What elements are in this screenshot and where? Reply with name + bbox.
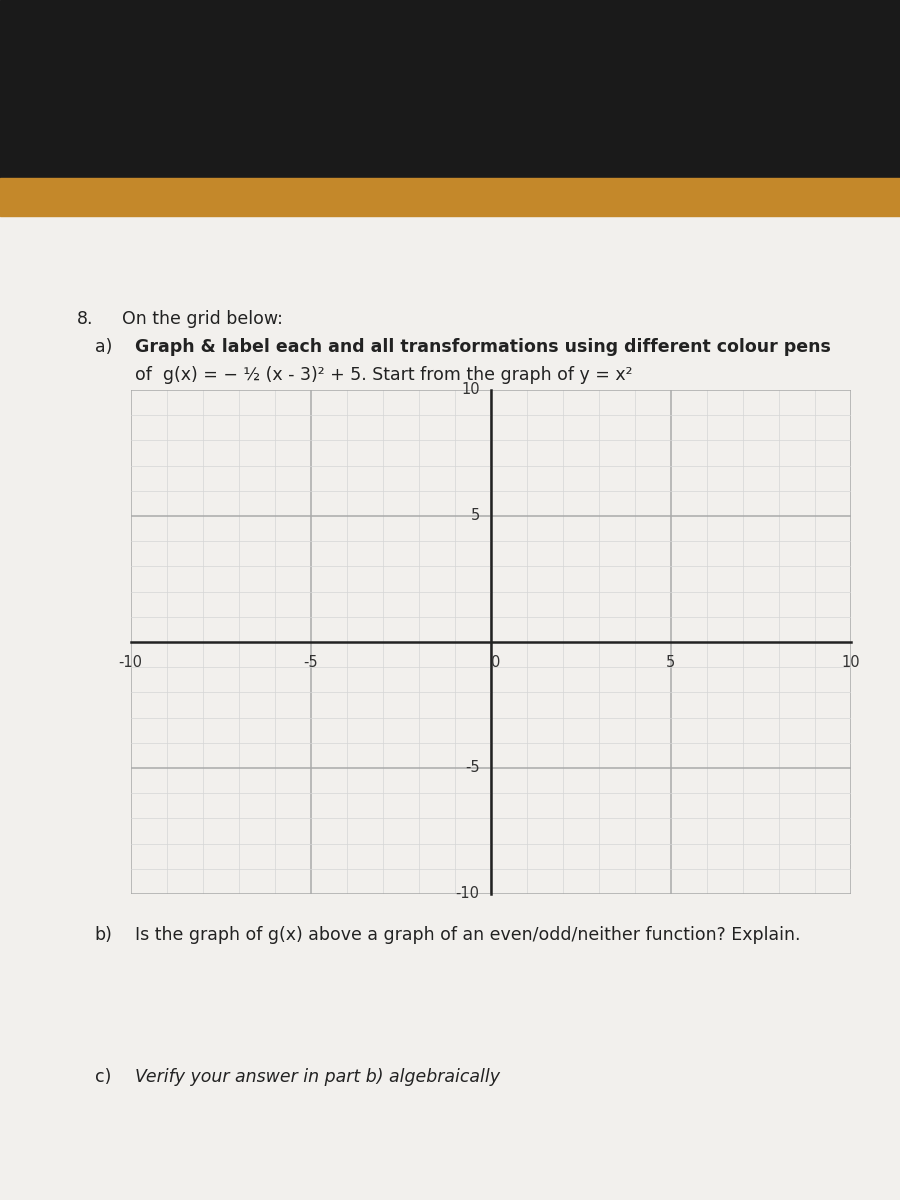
Text: b): b) [94,926,112,944]
Text: a): a) [94,338,112,356]
Text: 0: 0 [491,655,500,670]
Text: 5: 5 [666,655,675,670]
Text: 8.: 8. [76,310,93,328]
Text: c): c) [94,1068,111,1086]
Text: Graph & label each and all transformations using different colour pens: Graph & label each and all transformatio… [135,338,831,356]
Text: -5: -5 [303,655,318,670]
Text: 10: 10 [461,383,480,397]
Text: 5: 5 [471,509,480,523]
Bar [0,178,900,216]
Bar [0,0,900,178]
Text: Is the graph of g(x) above a graph of an even/odd/neither function? Explain.: Is the graph of g(x) above a graph of an… [135,926,800,944]
Text: -10: -10 [119,655,142,670]
Text: On the grid below:: On the grid below: [122,310,283,328]
Text: -10: -10 [455,887,480,901]
Text: -5: -5 [465,761,480,775]
Text: Verify your answer in part b) algebraically: Verify your answer in part b) algebraica… [135,1068,500,1086]
Text: 10: 10 [842,655,859,670]
Text: of  g(x) = − ½ (x - 3)² + 5. Start from the graph of y = x²: of g(x) = − ½ (x - 3)² + 5. Start from t… [135,366,633,384]
